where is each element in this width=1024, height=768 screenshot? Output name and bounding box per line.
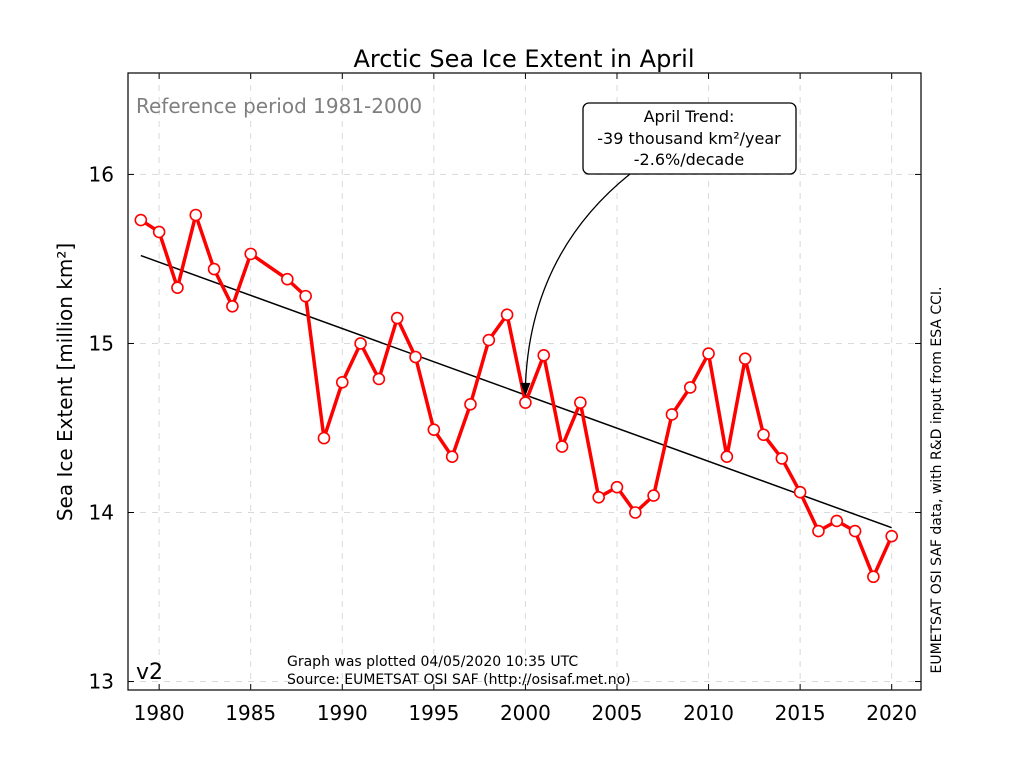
side-note: EUMETSAT OSI SAF data, with R&D input fr…: [929, 286, 945, 673]
data-point: [299, 289, 312, 303]
data-point: [134, 213, 148, 227]
y-tick-label: 15: [89, 331, 114, 355]
plot-timestamp: Graph was plotted 04/05/2020 10:35 UTC: [287, 654, 578, 670]
data-point: [152, 225, 166, 239]
version-label: v2: [136, 660, 163, 685]
data-point: [335, 376, 349, 389]
data-point: [793, 485, 807, 499]
y-tick-label: 16: [89, 162, 114, 186]
data-point: [500, 308, 514, 322]
data-point: [390, 311, 404, 325]
grid-layer: [128, 73, 921, 690]
reference-period-note: Reference period 1981-2000: [136, 94, 422, 118]
data-point: [574, 396, 587, 409]
data-point: [226, 299, 239, 313]
data-point: [372, 372, 386, 386]
x-tick-label: 2020: [866, 701, 917, 725]
trend-line: [140, 254, 892, 529]
data-point: [812, 524, 825, 538]
data-point: [647, 489, 660, 502]
data-point: [830, 514, 844, 528]
data-point: [665, 408, 679, 421]
data-source: Source: EUMETSAT OSI SAF (http://osisaf.…: [287, 672, 631, 688]
annotation-line-2: -39 thousand km²/year: [597, 129, 781, 148]
data-point: [702, 347, 715, 360]
x-tick-label: 1995: [408, 701, 459, 725]
data-point: [775, 452, 789, 465]
x-tick-label: 1980: [134, 701, 185, 725]
data-point: [592, 490, 605, 504]
trend-layer: [140, 254, 892, 529]
chart-title: Arctic Sea Ice Extent in April: [353, 45, 694, 73]
x-tick-label: 2010: [683, 701, 734, 725]
data-point: [317, 431, 331, 445]
data-point: [409, 350, 422, 364]
tick-layer: 1980 1985 1990 1995 2000 2005 2010 2015 2020 13 14…: [89, 73, 921, 725]
trend-annotation: April Trend: -39 thousand km²/year -2.6%…: [520, 102, 797, 396]
data-point: [427, 423, 441, 436]
y-tick-label: 13: [89, 670, 114, 694]
data-point: [281, 272, 294, 286]
plot-frame: [127, 72, 922, 691]
x-tick-label: 1985: [225, 701, 276, 725]
annotation-box: [582, 102, 797, 175]
data-point: [683, 381, 697, 394]
x-tick-label: 2005: [592, 701, 643, 725]
data-point: [207, 262, 221, 276]
y-tick-label: 14: [89, 501, 114, 525]
data-point: [445, 450, 459, 464]
data-point: [519, 396, 532, 409]
data-point: [189, 208, 203, 222]
data-point: [629, 506, 642, 519]
x-tick-label: 2000: [500, 701, 551, 725]
series-line: [139, 213, 894, 579]
data-point: [848, 524, 862, 538]
data-point: [885, 529, 898, 543]
series-layer: [134, 208, 898, 584]
data-point: [482, 333, 496, 347]
data-point: [354, 337, 367, 350]
data-point: [610, 480, 624, 494]
y-axis-label: Sea Ice Extent [million km²]: [53, 243, 77, 521]
data-point: [555, 440, 569, 453]
annotation-line-1: April Trend:: [644, 107, 735, 126]
annotation-arrow: [524, 173, 631, 386]
data-point: [867, 570, 880, 584]
annotation-arrowhead: [520, 382, 531, 396]
data-point: [464, 398, 477, 411]
data-point: [757, 428, 770, 442]
data-point: [720, 450, 734, 464]
x-tick-label: 2015: [775, 701, 826, 725]
data-point: [244, 247, 258, 261]
data-point: [537, 348, 551, 362]
annotation-line-3: -2.6%/decade: [634, 150, 744, 169]
data-point: [738, 352, 752, 365]
x-tick-label: 1990: [317, 701, 368, 725]
data-point: [171, 281, 184, 294]
